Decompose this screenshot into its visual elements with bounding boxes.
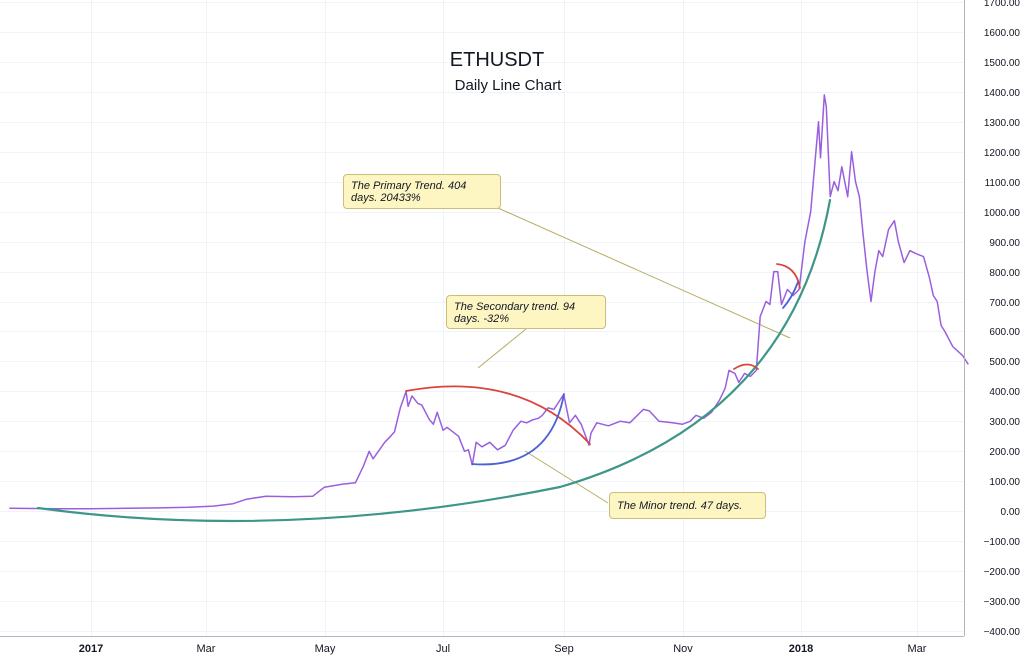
callout-leader-line — [477, 328, 527, 369]
x-tick-label: May — [315, 643, 336, 655]
x-tick-label: 2017 — [79, 643, 103, 655]
y-tick-label: 200.00 — [989, 447, 1020, 458]
y-tick-label: 1100.00 — [985, 178, 1021, 189]
chart-title: ETHUSDT — [450, 49, 544, 71]
callout-minor-trend: The Minor trend. 47 days. — [609, 492, 766, 519]
grid — [0, 0, 964, 636]
y-tick-label: 500.00 — [989, 357, 1020, 368]
y-tick-label: 700.00 — [989, 298, 1020, 309]
plot-area — [9, 94, 969, 523]
y-tick-label: 600.00 — [989, 327, 1020, 338]
y-axis: 1700.00 1600.00 1500.00 1400.00 1300.00 1200.… — [984, 0, 1021, 638]
y-tick-label: 1400.00 — [984, 88, 1021, 99]
y-tick-label: 1500.00 — [984, 58, 1021, 69]
callout-leader-line — [524, 450, 609, 504]
y-tick-label: 1200.00 — [984, 148, 1021, 159]
y-tick-label: 1000.00 — [984, 208, 1021, 219]
y-tick-label: 400.00 — [989, 387, 1020, 398]
x-tick-label: Mar — [197, 643, 216, 655]
y-tick-label: 0.00 — [1001, 507, 1021, 518]
primary-trend-arc — [36, 198, 832, 523]
y-tick-label: −100.00 — [984, 537, 1021, 548]
y-tick-label: 1700.00 — [984, 0, 1021, 9]
secondary-trend-arc-nov — [733, 363, 759, 370]
x-tick-label: 2018 — [789, 643, 813, 655]
y-tick-label: 800.00 — [989, 268, 1020, 279]
callout-leader-line — [497, 207, 791, 339]
minor-trend-arc-dec — [782, 281, 799, 309]
x-axis: 2017 Mar May Jul Sep Nov 2018 Mar — [79, 643, 927, 655]
y-tick-label: 1300.00 — [984, 118, 1021, 129]
y-tick-label: 900.00 — [989, 238, 1020, 249]
callout-secondary-trend: The Secondary trend. 94 days. -32% — [446, 295, 606, 329]
y-tick-label: 100.00 — [989, 477, 1020, 488]
chart-subtitle: Daily Line Chart — [455, 77, 563, 94]
y-tick-label: −200.00 — [984, 567, 1021, 578]
y-tick-label: 300.00 — [989, 417, 1020, 428]
y-tick-label: −400.00 — [984, 627, 1021, 638]
x-tick-label: Jul — [436, 643, 450, 655]
y-tick-label: −300.00 — [984, 597, 1021, 608]
x-tick-label: Mar — [908, 643, 927, 655]
x-tick-label: Nov — [673, 643, 693, 655]
secondary-trend-arc-dec — [776, 263, 801, 289]
secondary-trend-arc — [405, 385, 591, 445]
callout-primary-trend: The Primary Trend. 404 days. 20433% — [343, 174, 501, 209]
minor-trend-arc — [471, 393, 565, 466]
y-tick-label: 1600.00 — [984, 28, 1021, 39]
x-tick-label: Sep — [554, 643, 574, 655]
price-line — [9, 94, 969, 510]
